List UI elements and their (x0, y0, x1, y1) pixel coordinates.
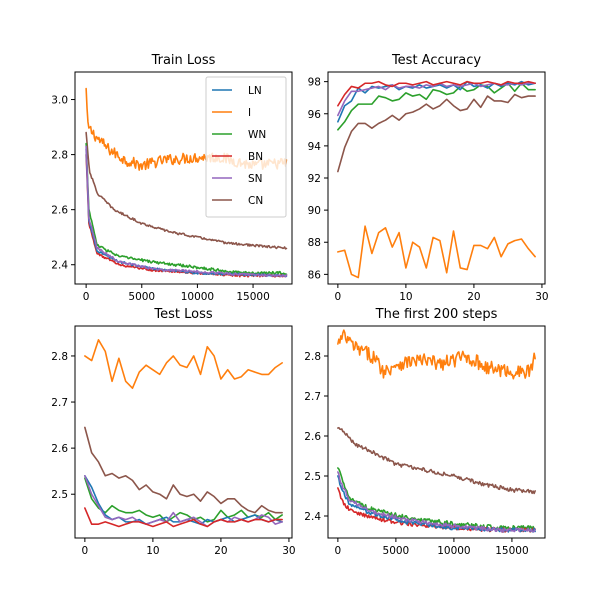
y-tick-label: 2.5 (304, 471, 321, 483)
x-tick-label: 20 (214, 545, 227, 557)
series-line-sn (337, 471, 536, 533)
y-tick-label: 86 (308, 269, 322, 281)
x-tick-label: 10 (399, 291, 412, 303)
x-tick-label: 10000 (181, 291, 214, 303)
y-tick-label: 2.8 (51, 351, 68, 363)
series-line-cn (337, 93, 536, 173)
x-tick-label: 0 (335, 545, 342, 557)
subplot-train_loss: 0 5000 10000 15000 2.4 2.6 2.8 3.0 Train Loss LN I… (51, 53, 293, 303)
y-tick-label: 2.4 (51, 260, 68, 272)
y-tick-label: 2.6 (304, 431, 321, 443)
chart-title: Test Loss (153, 307, 212, 322)
y-tick-label: 94 (308, 141, 322, 153)
y-tick-label: 2.7 (51, 397, 68, 409)
y-tick-label: 2.8 (51, 150, 68, 162)
y-tick-label: 2.5 (51, 489, 68, 501)
legend-label-ln: LN (248, 85, 262, 97)
y-tick-label: 92 (308, 173, 321, 185)
x-tick-label: 15000 (495, 545, 528, 557)
y-tick-label: 2.7 (304, 391, 321, 403)
x-tick-label: 0 (83, 291, 90, 303)
x-tick-label: 15000 (236, 291, 269, 303)
x-tick-label: 5000 (128, 291, 155, 303)
test_accuracy-series (337, 80, 536, 279)
train_loss-frame (74, 71, 293, 285)
x-tick-label: 20 (467, 291, 480, 303)
y-tick-label: 90 (308, 205, 321, 217)
subplot-test_accuracy: 0 10 20 30 86 88 90 92 94 96 98 Test Accuracy (308, 53, 549, 303)
series-line-i (84, 339, 283, 390)
x-tick-label: 0 (82, 545, 89, 557)
x-tick-label: 10000 (437, 545, 470, 557)
x-tick-label: 10 (146, 545, 159, 557)
series-line-i (337, 225, 536, 279)
y-tick-label: 2.4 (304, 511, 321, 523)
legend: LN I WN BN SN CN (205, 76, 287, 218)
chart-title: Test Accuracy (391, 53, 481, 68)
series-line-i (337, 329, 536, 380)
legend-label-bn: BN (248, 151, 263, 163)
test_loss-frame (74, 325, 293, 539)
x-tick-label: 30 (282, 545, 295, 557)
subplot-first_200_steps: 0 5000 10000 15000 2.4 2.5 2.6 2.7 2.8 The first … (304, 307, 546, 557)
legend-box (205, 76, 287, 218)
series-line-ln (337, 475, 536, 533)
y-tick-label: 2.8 (304, 351, 321, 363)
legend-label-wn: WN (248, 129, 266, 141)
y-tick-label: 2.6 (51, 205, 68, 217)
x-tick-label: 5000 (383, 545, 410, 557)
subplot-test_loss: 0 10 20 30 2.5 2.6 2.7 2.8 Test Loss (51, 307, 295, 557)
x-tick-label: 30 (535, 291, 548, 303)
first_200_steps-frame (327, 325, 546, 539)
series-line-bn (337, 80, 536, 107)
x-tick-label: 0 (335, 291, 342, 303)
chart-title: The first 200 steps (375, 307, 498, 322)
first_200_steps-series (337, 329, 536, 533)
series-line-cn (337, 426, 536, 495)
y-tick-label: 3.0 (51, 95, 68, 107)
series-line-wn (337, 82, 536, 131)
y-tick-label: 2.6 (51, 443, 68, 455)
legend-label-cn: CN (248, 195, 263, 207)
series-line-bn (84, 507, 283, 528)
chart-title: Train Loss (151, 53, 216, 68)
series-line-sn (85, 145, 288, 278)
series-line-wn (85, 142, 288, 276)
legend-label-sn: SN (248, 173, 263, 185)
series-line-cn (85, 131, 288, 250)
y-tick-label: 96 (308, 109, 322, 121)
series-line-cn (84, 426, 283, 514)
y-tick-label: 98 (308, 77, 321, 89)
y-tick-label: 88 (308, 237, 321, 249)
test_loss-series (84, 339, 283, 528)
legend-label-i: I (248, 107, 251, 119)
